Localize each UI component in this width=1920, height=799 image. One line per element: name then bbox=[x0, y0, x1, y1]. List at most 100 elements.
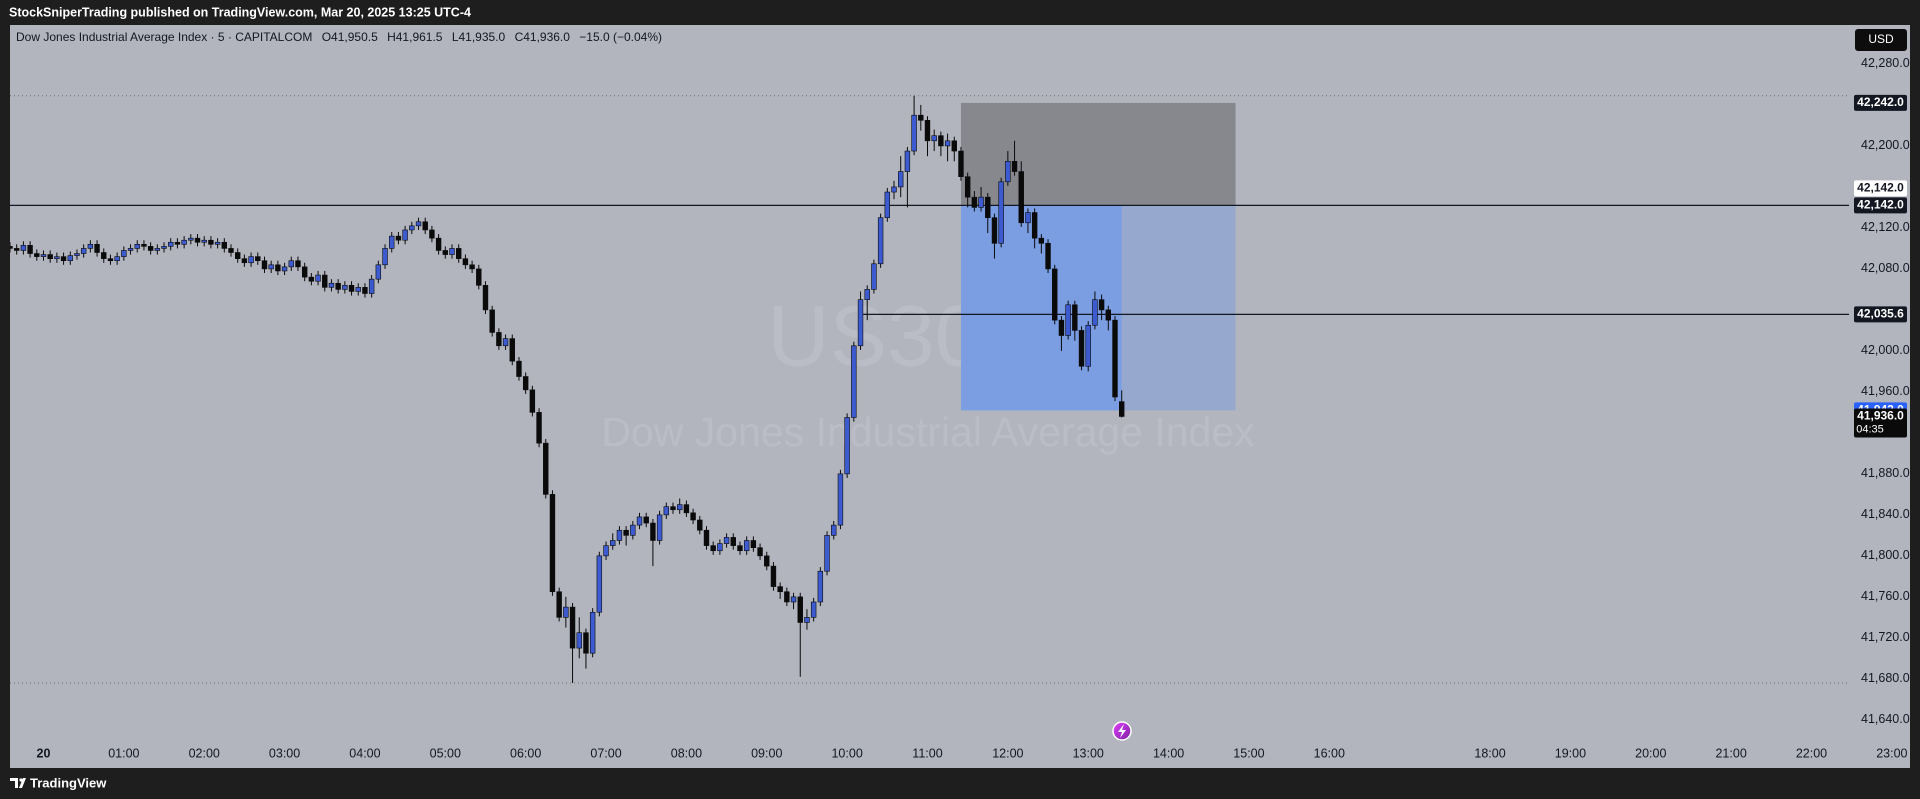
alert-icon[interactable] bbox=[1112, 721, 1132, 741]
y-tick-label: 42,120.0 bbox=[1861, 220, 1910, 234]
candle-body bbox=[898, 171, 904, 188]
candle-body bbox=[690, 512, 696, 521]
legend: Dow Jones Industrial Average Index · 5 ·… bbox=[16, 30, 662, 44]
candle-body bbox=[891, 186, 897, 193]
x-tick-label: 21:00 bbox=[1715, 746, 1746, 760]
chart-pane bbox=[10, 25, 1910, 768]
candle-body bbox=[134, 244, 140, 249]
legend-open: O41,950.5 bbox=[322, 30, 378, 44]
candle-body bbox=[1018, 171, 1024, 224]
candle-body bbox=[308, 276, 315, 282]
candle-body bbox=[87, 244, 94, 249]
candle-body bbox=[27, 245, 33, 254]
level-price-box bbox=[1854, 306, 1907, 323]
bar-countdown: 04:35 bbox=[1856, 423, 1884, 435]
x-tick-label: 07:00 bbox=[590, 746, 621, 760]
candle-body bbox=[147, 246, 154, 251]
candle-body bbox=[543, 442, 549, 495]
candle-body bbox=[335, 282, 341, 290]
y-tick-label: 42,080.0 bbox=[1861, 261, 1910, 275]
candle-body bbox=[938, 135, 944, 147]
candle-body bbox=[154, 248, 161, 251]
candle-body bbox=[677, 504, 683, 511]
candle-body bbox=[80, 248, 87, 254]
watermark: US30 Dow Jones Industrial Average Index bbox=[601, 289, 1255, 455]
candle-body bbox=[301, 266, 308, 278]
currency-button-bg[interactable] bbox=[1855, 29, 1907, 51]
footer-bar bbox=[0, 768, 1920, 799]
candle-body bbox=[469, 264, 475, 270]
candle-body bbox=[656, 514, 663, 541]
candle-body bbox=[757, 547, 763, 557]
candle-body bbox=[94, 244, 100, 253]
candle-body bbox=[911, 114, 917, 152]
candle-body bbox=[1011, 161, 1018, 172]
candle-body bbox=[429, 229, 435, 239]
candle-body bbox=[221, 241, 228, 249]
candle-body bbox=[375, 264, 382, 280]
candle-body bbox=[268, 264, 274, 270]
y-tick-label: 41,840.0 bbox=[1861, 507, 1910, 521]
stop-price-label: 42,242.0 bbox=[1857, 95, 1904, 109]
candle-body bbox=[67, 255, 73, 262]
alert-icon-bolt[interactable] bbox=[1118, 724, 1126, 738]
x-tick-label: 01:00 bbox=[108, 746, 139, 760]
x-tick-label: 05:00 bbox=[430, 746, 461, 760]
candle-body bbox=[851, 345, 857, 418]
candle-body bbox=[395, 235, 402, 241]
candle-body bbox=[750, 540, 757, 548]
candle-body bbox=[1119, 401, 1125, 417]
candle-body bbox=[248, 256, 254, 264]
candle-body bbox=[174, 241, 181, 245]
candle-body bbox=[455, 248, 462, 259]
x-tick-label: 09:00 bbox=[751, 746, 782, 760]
candle-body bbox=[1038, 237, 1045, 244]
candle-body bbox=[1065, 304, 1071, 336]
x-tick-label: 18:00 bbox=[1474, 746, 1505, 760]
x-tick-label: 03:00 bbox=[269, 746, 300, 760]
currency-label[interactable]: USD bbox=[1868, 32, 1894, 46]
candle-body bbox=[536, 412, 542, 444]
candle-body bbox=[877, 217, 884, 265]
candle-body bbox=[20, 245, 27, 251]
candle-body bbox=[1045, 242, 1051, 270]
candle-body bbox=[228, 248, 234, 253]
watermark-name: Dow Jones Industrial Average Index bbox=[601, 409, 1255, 455]
entry-price-box bbox=[1854, 180, 1907, 197]
x-tick-label: 22:00 bbox=[1796, 746, 1827, 760]
candle-body bbox=[784, 591, 790, 603]
candle-body bbox=[1085, 324, 1091, 367]
candle-body bbox=[951, 140, 957, 152]
candle-body bbox=[74, 253, 80, 256]
level-price-label: 42,142.0 bbox=[1857, 198, 1904, 212]
candle-body bbox=[502, 338, 509, 347]
y-tick-label: 41,800.0 bbox=[1861, 548, 1910, 562]
candle-body bbox=[60, 256, 67, 262]
candle-body bbox=[1098, 299, 1105, 311]
candle-body bbox=[1052, 268, 1058, 321]
candle-body bbox=[409, 225, 415, 231]
currency-button[interactable]: USD bbox=[1855, 29, 1907, 51]
candle-body bbox=[121, 250, 127, 257]
candle-body bbox=[342, 285, 348, 290]
candle-body bbox=[201, 239, 207, 243]
candle-body bbox=[529, 389, 536, 413]
candle-body bbox=[522, 376, 529, 391]
y-tick-label: 42,280.0 bbox=[1861, 56, 1910, 70]
candle-body bbox=[1025, 212, 1031, 224]
candle-body bbox=[168, 241, 174, 247]
x-tick-label: 12:00 bbox=[992, 746, 1023, 760]
candle-body bbox=[188, 237, 194, 241]
x-tick-label: 16:00 bbox=[1314, 746, 1345, 760]
candle-body bbox=[161, 246, 167, 249]
candle-body bbox=[583, 632, 589, 654]
candles bbox=[10, 95, 1125, 683]
candle-body bbox=[964, 176, 971, 198]
candle-body bbox=[40, 254, 47, 257]
candle-body bbox=[703, 529, 710, 546]
x-tick-label: 14:00 bbox=[1153, 746, 1184, 760]
y-tick-label: 42,200.0 bbox=[1861, 138, 1910, 152]
candle-body bbox=[208, 239, 214, 245]
